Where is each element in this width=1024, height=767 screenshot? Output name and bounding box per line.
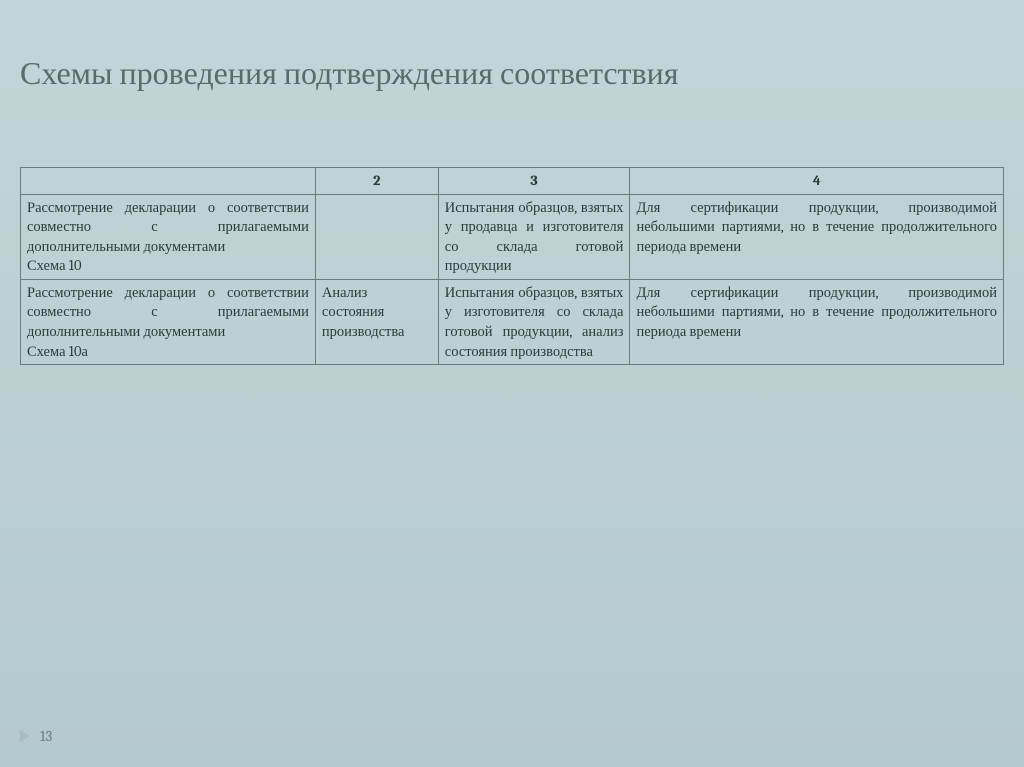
- cell-r1-c3: Для сертификации продукции, производимой…: [630, 279, 1004, 364]
- cell-r0-c1: [315, 194, 438, 279]
- cell-r0-c3: Для сертификации продукции, производимой…: [630, 194, 1004, 279]
- schemes-table: 2 3 4 Рассмотрение декларации о соответс…: [20, 167, 1004, 365]
- table-header-row: 2 3 4: [21, 168, 1004, 195]
- cell-r1-c2: Испытания образцов, взятых у изготовител…: [438, 279, 630, 364]
- arrow-icon: [20, 730, 30, 742]
- header-col3: 3: [438, 168, 630, 195]
- cell-r1-c1: Анализ состояния производства: [315, 279, 438, 364]
- cell-r1-c0: Рассмотрение декларации о соответствии с…: [21, 279, 316, 364]
- footer: 13: [20, 727, 52, 745]
- cell-r0-c2: Испытания образцов, взятых у продавца и …: [438, 194, 630, 279]
- slide-title: Схемы проведения подтверждения соответст…: [0, 0, 1024, 92]
- cell-r0-c0: Рассмотрение декларации о соответствии с…: [21, 194, 316, 279]
- header-col1: [21, 168, 316, 195]
- table-container: 2 3 4 Рассмотрение декларации о соответс…: [20, 167, 1004, 365]
- header-col2: 2: [315, 168, 438, 195]
- page-number: 13: [40, 727, 52, 745]
- header-col4: 4: [630, 168, 1004, 195]
- table-row: Рассмотрение декларации о соответствии с…: [21, 279, 1004, 364]
- table-row: Рассмотрение декларации о соответствии с…: [21, 194, 1004, 279]
